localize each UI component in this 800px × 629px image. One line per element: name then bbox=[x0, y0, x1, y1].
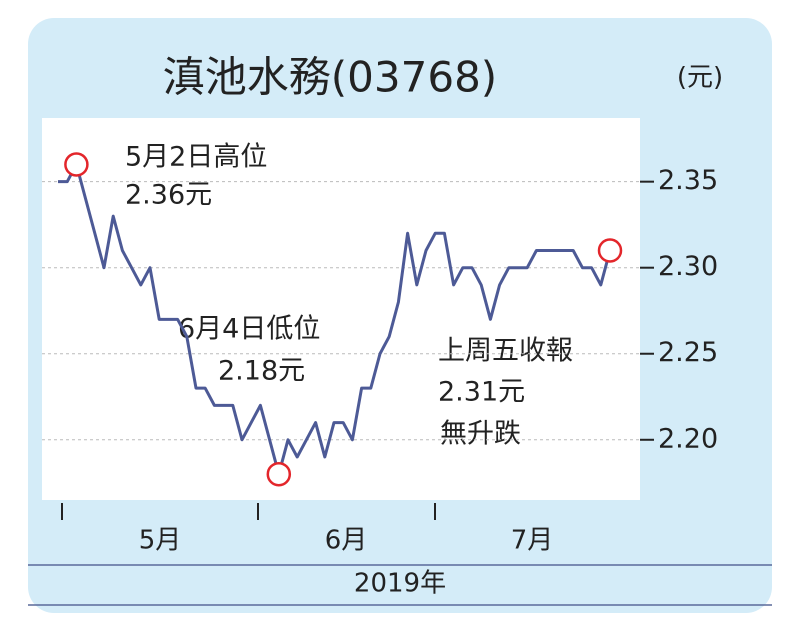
x-tick-label: 7月 bbox=[511, 526, 554, 556]
annotation: 6月4日低位 bbox=[178, 314, 320, 345]
annotation: 無升跌 bbox=[440, 419, 521, 450]
price-line bbox=[58, 162, 612, 476]
y-tick-label: 2.20 bbox=[658, 423, 718, 454]
y-tick-label: 2.30 bbox=[658, 251, 718, 282]
highlight-marker bbox=[64, 152, 89, 177]
unit-label: (元) bbox=[677, 63, 723, 93]
chart-title: 滇池水務(03768) bbox=[163, 53, 497, 102]
plot-area bbox=[42, 118, 640, 500]
y-tick-label: 2.35 bbox=[658, 165, 718, 196]
x-tick-label: 6月 bbox=[325, 526, 368, 556]
y-tick-label: 2.25 bbox=[658, 337, 718, 368]
annotation: 2.36元 bbox=[125, 180, 212, 211]
annotation: 2.18元 bbox=[218, 356, 305, 387]
highlight-marker bbox=[597, 238, 623, 263]
annotation: 5月2日高位 bbox=[125, 142, 267, 173]
x-tick-label: 5月 bbox=[139, 526, 182, 556]
annotation: 2.31元 bbox=[438, 377, 525, 408]
year-label: 2019年 bbox=[354, 569, 446, 599]
annotation: 上周五收報 bbox=[438, 336, 573, 367]
highlight-marker bbox=[266, 461, 292, 487]
